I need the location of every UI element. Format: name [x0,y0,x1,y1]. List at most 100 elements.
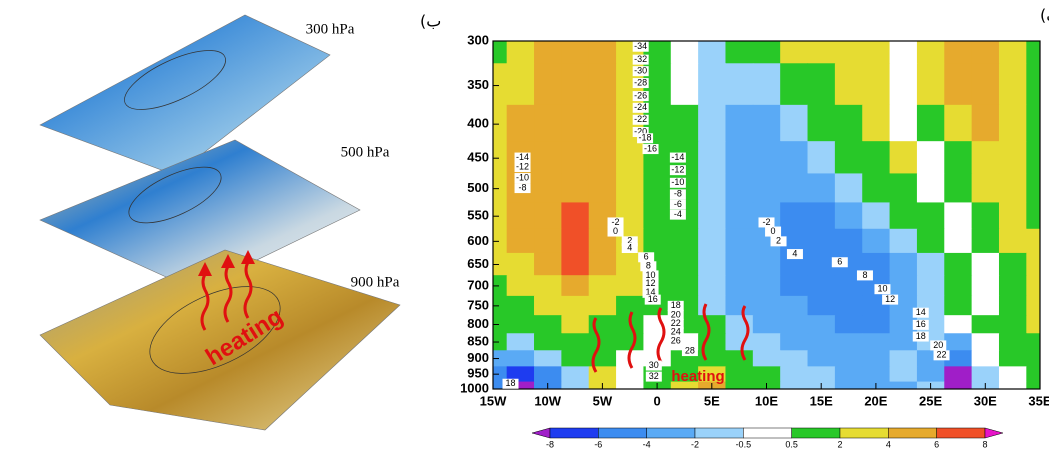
field-cell [917,202,945,229]
contour-label: -16 [644,143,657,153]
field-cell [589,333,617,351]
field-cell [671,229,699,254]
contour-label: -12 [671,165,684,175]
field-cell [862,202,890,229]
field-cell [507,350,535,367]
contour-label: 22 [937,350,947,360]
field-cell [643,173,671,203]
field-cell [780,173,808,203]
field-cell [534,275,562,296]
field-cell [890,229,918,254]
field-cell [835,229,863,254]
field-cell [835,366,863,382]
field-cell [534,253,562,276]
field-cell [917,63,945,105]
field-cell [835,296,863,316]
field-cell [808,296,836,316]
field-cell [698,105,726,142]
y-tick-label: 400 [467,116,489,131]
field-cell [671,275,699,296]
field-cell [561,296,589,316]
contour-label: -4 [674,209,682,219]
field-cell [999,202,1027,229]
field-cell [1026,333,1040,351]
field-cell [944,333,972,351]
contour-label: -30 [634,66,647,76]
field-cell [835,173,863,203]
field-cell [1026,141,1040,174]
field-cell [725,382,753,390]
field-cell [972,105,1000,142]
contour-label: 4 [792,248,797,258]
field-cell [862,366,890,382]
x-tick-label: 30E [974,393,997,408]
field-cell [561,41,589,64]
field-cell [589,253,617,276]
field-cell [999,63,1027,105]
field-cell [808,202,836,229]
field-cell [753,41,781,64]
contour-label: -10 [671,177,684,187]
field-cell [944,253,972,276]
contour-label: -22 [634,114,647,124]
field-cell [561,382,589,390]
y-tick-label: 650 [467,256,489,271]
field-cell [780,141,808,174]
field-cell [835,350,863,367]
field-cell [589,173,617,203]
field-cell [507,296,535,316]
field-cell [753,173,781,203]
right-panel: 3003504004505005506006507007508008509009… [460,6,1049,450]
field-cell [944,382,972,390]
field-cell [725,41,753,64]
level-label: 300 hPa [306,21,355,37]
field-cell [780,105,808,142]
field-cell [725,366,753,382]
field-cell [1026,202,1040,229]
field-cell [725,275,753,296]
contour-label: -12 [516,161,529,171]
x-tick-label: 20E [864,393,887,408]
field-cell [780,41,808,64]
field-cell [808,63,836,105]
field-cell [835,141,863,174]
field-cell [507,333,535,351]
field-cell [917,253,945,276]
colorbar-label: 0.5 [785,439,798,449]
contour-label: 0 [613,226,618,236]
field-cell [972,173,1000,203]
field-cell [890,41,918,64]
field-cell [972,315,1000,334]
field-cell [862,173,890,203]
field-cell [999,41,1027,64]
field-cell [890,105,918,142]
field-cell [493,63,507,105]
field-cell [972,253,1000,276]
contour-label: -24 [634,102,647,112]
field-cell [972,275,1000,296]
field-cell [725,173,753,203]
field-cell [944,105,972,142]
field-cell [808,350,836,367]
field-cell [917,105,945,142]
field-cell [780,350,808,367]
field-cell [862,141,890,174]
y-tick-label: 750 [467,297,489,312]
annotation: heating [671,368,724,385]
field-cell [561,202,589,229]
field-cell [780,202,808,229]
field-cell [1026,350,1040,367]
field-cell [698,41,726,64]
field-cell [808,105,836,142]
field-cell [862,333,890,351]
field-cell [561,63,589,105]
field-cell [999,173,1027,203]
figure: 300 hPa500 hPa900 hPaheatingب) 300350400… [0,0,1049,450]
field-cell [999,141,1027,174]
field-cell [725,202,753,229]
field-cell [999,366,1027,382]
field-cell [890,141,918,174]
field-cell [534,105,562,142]
field-cell [698,202,726,229]
